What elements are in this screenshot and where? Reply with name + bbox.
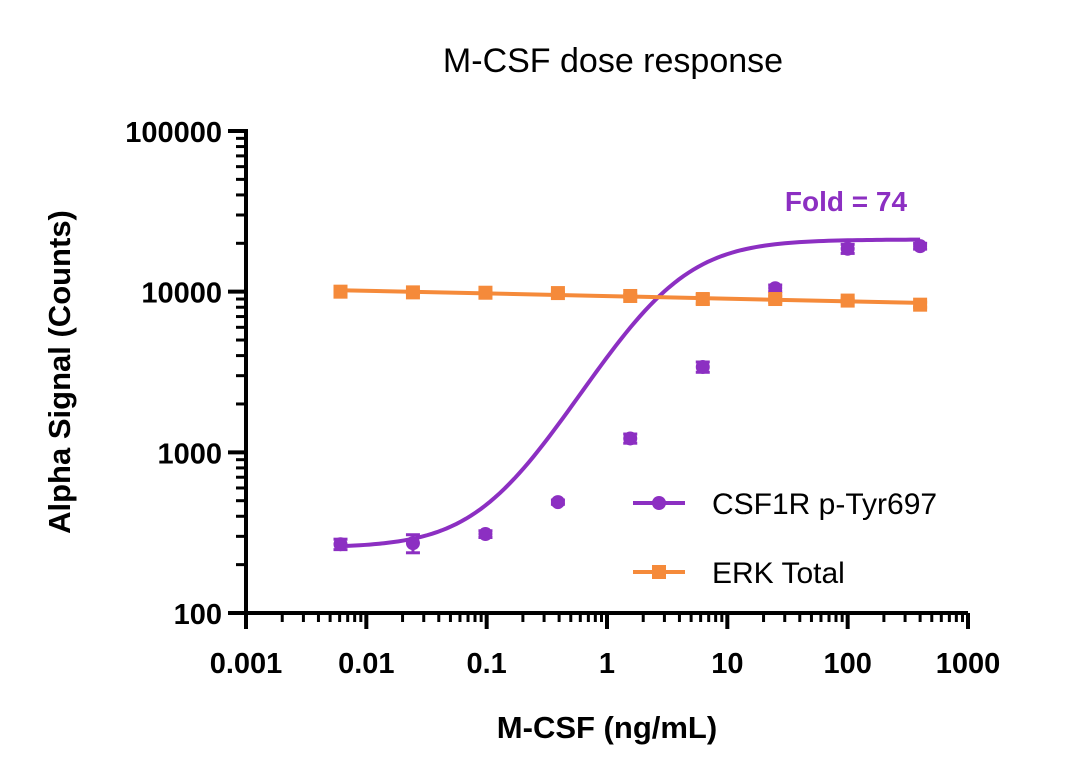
data-point — [768, 281, 783, 296]
data-point — [333, 537, 348, 552]
x-tick-label: 100 — [823, 648, 871, 680]
y-tick-label: 100000 — [125, 117, 222, 149]
fit-line — [340, 237, 921, 549]
data-point — [695, 292, 710, 307]
y-tick-label: 1000 — [157, 438, 222, 470]
x-tick-label: 0.01 — [338, 648, 394, 680]
legend-label: CSF1R p-Tyr697 — [712, 488, 937, 521]
data-point — [768, 292, 783, 307]
x-tick-label: 1 — [599, 648, 615, 680]
data-point — [550, 286, 565, 301]
x-tick-label: 1000 — [936, 648, 1001, 680]
plot-series — [333, 237, 928, 555]
legend-marker — [652, 565, 666, 579]
data-point — [478, 285, 493, 300]
axes: 0.001 0.01 0.1 1 10 100 1000 100 1000 10000 100000 — [125, 117, 1000, 680]
data-point — [623, 431, 638, 446]
data-point — [913, 239, 928, 254]
legend-item: ERK Total — [633, 557, 845, 590]
legend-marker — [652, 496, 666, 510]
data-point — [840, 241, 855, 256]
x-tick-label: 10 — [711, 648, 743, 680]
x-tick-label: 0.1 — [467, 648, 507, 680]
y-tick-label: 10000 — [141, 278, 222, 310]
data-point — [333, 284, 348, 299]
data-point — [405, 536, 420, 551]
x-tick-label: 0.001 — [210, 648, 283, 680]
data-point — [913, 297, 928, 312]
data-point — [550, 495, 565, 510]
fold-annotation: Fold = 74 — [785, 186, 908, 217]
data-point — [623, 288, 638, 303]
x-axis-label: M-CSF (ng/mL) — [497, 710, 717, 745]
series-erk-total — [333, 284, 928, 312]
legend-item: CSF1R p-Tyr697 — [633, 488, 937, 521]
data-point — [840, 293, 855, 308]
chart-title: M-CSF dose response — [443, 42, 783, 80]
legend-label: ERK Total — [712, 557, 845, 590]
y-axis-label: Alpha Signal (Counts) — [42, 210, 77, 534]
data-point — [405, 285, 420, 300]
legend: CSF1R p-Tyr697 ERK Total — [633, 488, 937, 590]
data-point — [478, 527, 493, 542]
data-point — [695, 359, 710, 374]
series-csf1r-p-tyr697 — [333, 237, 928, 555]
y-tick-label: 100 — [174, 599, 222, 631]
